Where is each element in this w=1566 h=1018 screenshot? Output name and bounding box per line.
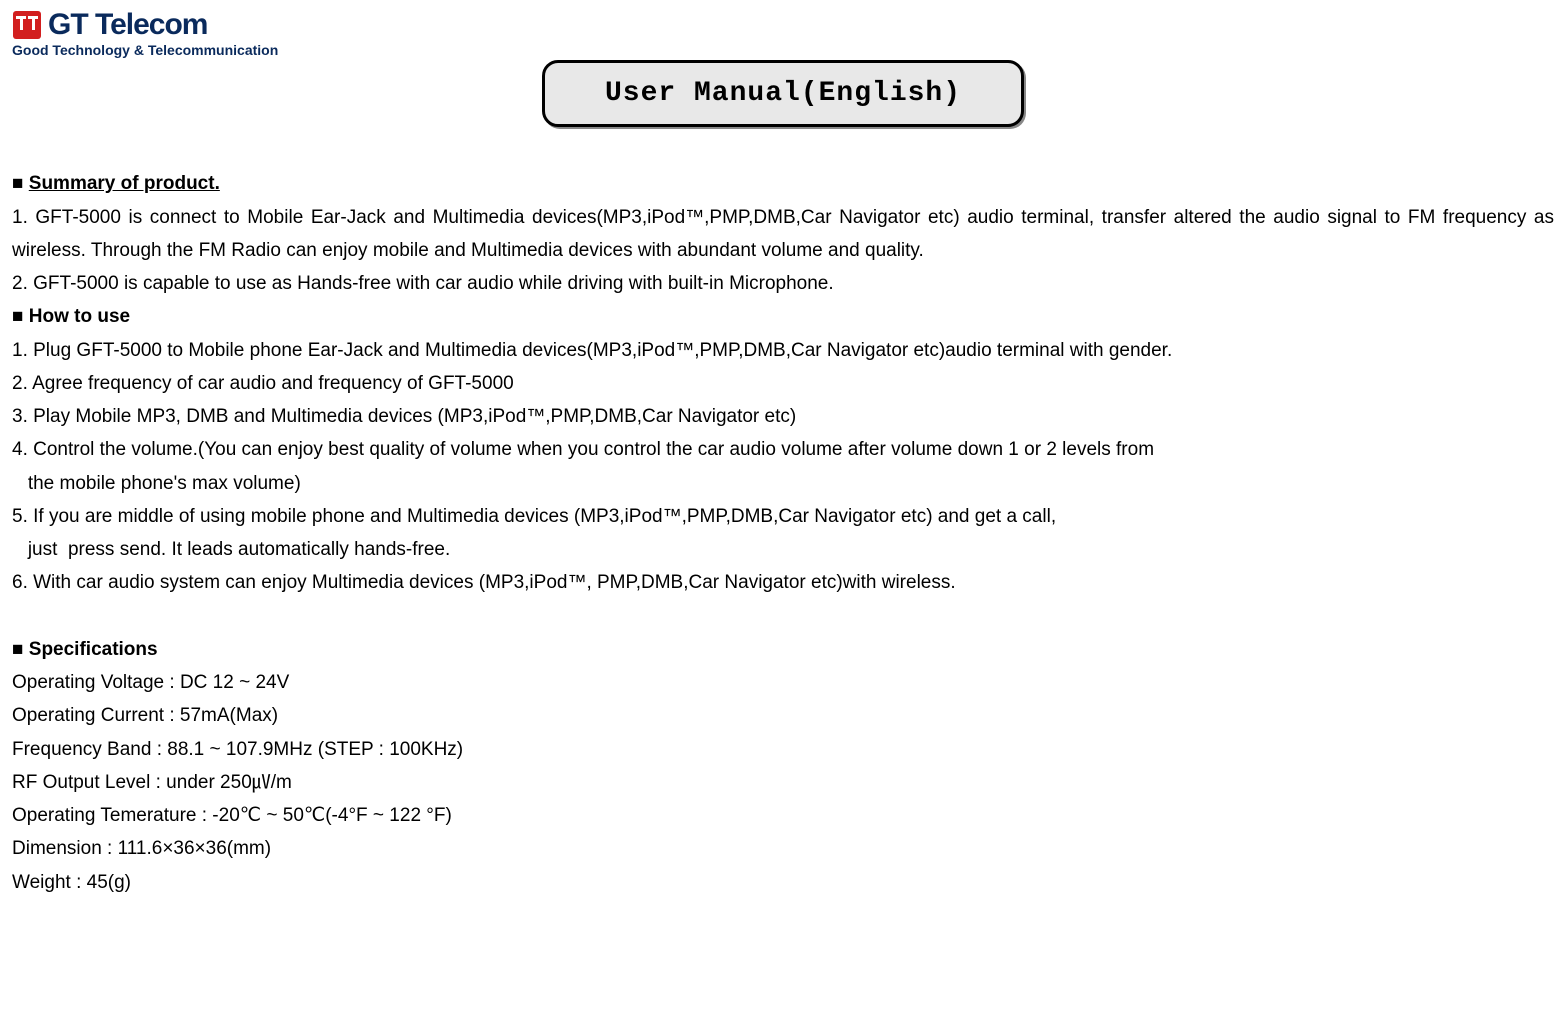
spec-frequency: Frequency Band : 88.1 ~ 107.9MHz (STEP :… [12, 733, 1554, 766]
section-heading-howto: How to use [29, 306, 130, 327]
bullet-icon: ■ [12, 639, 23, 660]
howto-item-4a: 4. Control the volume.(You can enjoy bes… [12, 433, 1554, 466]
spec-dim: Dimension : 111.6×36×36(mm) [12, 832, 1554, 865]
logo-text: GT Telecom [48, 8, 207, 41]
spec-voltage: Operating Voltage : DC 12 ~ 24V [12, 666, 1554, 699]
section-heading-summary: Summary of product. [29, 173, 220, 194]
logo-icon [12, 10, 42, 40]
howto-item-3: 3. Play Mobile MP3, DMB and Multimedia d… [12, 400, 1554, 433]
spec-current: Operating Current : 57mA(Max) [12, 699, 1554, 732]
spec-rf: RF Output Level : under 250㎶/m [12, 766, 1554, 799]
summary-item-2: 2. GFT-5000 is capable to use as Hands-f… [12, 267, 1554, 300]
howto-item-2: 2. Agree frequency of car audio and freq… [12, 367, 1554, 400]
howto-item-4b: the mobile phone's max volume) [12, 467, 1554, 500]
section-heading-specs: Specifications [29, 639, 158, 660]
spec-weight: Weight : 45(g) [12, 866, 1554, 899]
logo-tagline: Good Technology & Telecommunication [12, 43, 1554, 58]
howto-item-5b: just press send. It leads automatically … [12, 533, 1554, 566]
page-title: User Manual(English) [542, 60, 1024, 127]
howto-item-5a: 5. If you are middle of using mobile pho… [12, 500, 1554, 533]
brand-logo: GT Telecom Good Technology & Telecommuni… [12, 8, 1554, 58]
spec-temp: Operating Temerature : -20℃ ~ 50℃(-4°F ~… [12, 799, 1554, 832]
howto-item-1: 1. Plug GFT-5000 to Mobile phone Ear-Jac… [12, 334, 1554, 367]
summary-item-1: 1. GFT-5000 is connect to Mobile Ear-Jac… [12, 201, 1554, 268]
bullet-icon: ■ [12, 173, 23, 194]
bullet-icon: ■ [12, 306, 23, 327]
howto-item-6: 6. With car audio system can enjoy Multi… [12, 566, 1554, 599]
